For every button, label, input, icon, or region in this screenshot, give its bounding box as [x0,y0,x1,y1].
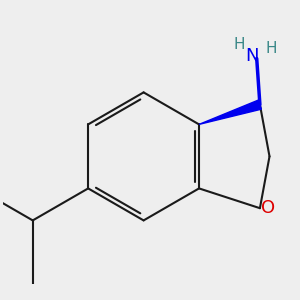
Text: N: N [245,47,259,65]
Text: H: H [265,41,277,56]
Text: O: O [261,199,275,217]
Polygon shape [199,100,261,124]
Text: H: H [234,37,245,52]
